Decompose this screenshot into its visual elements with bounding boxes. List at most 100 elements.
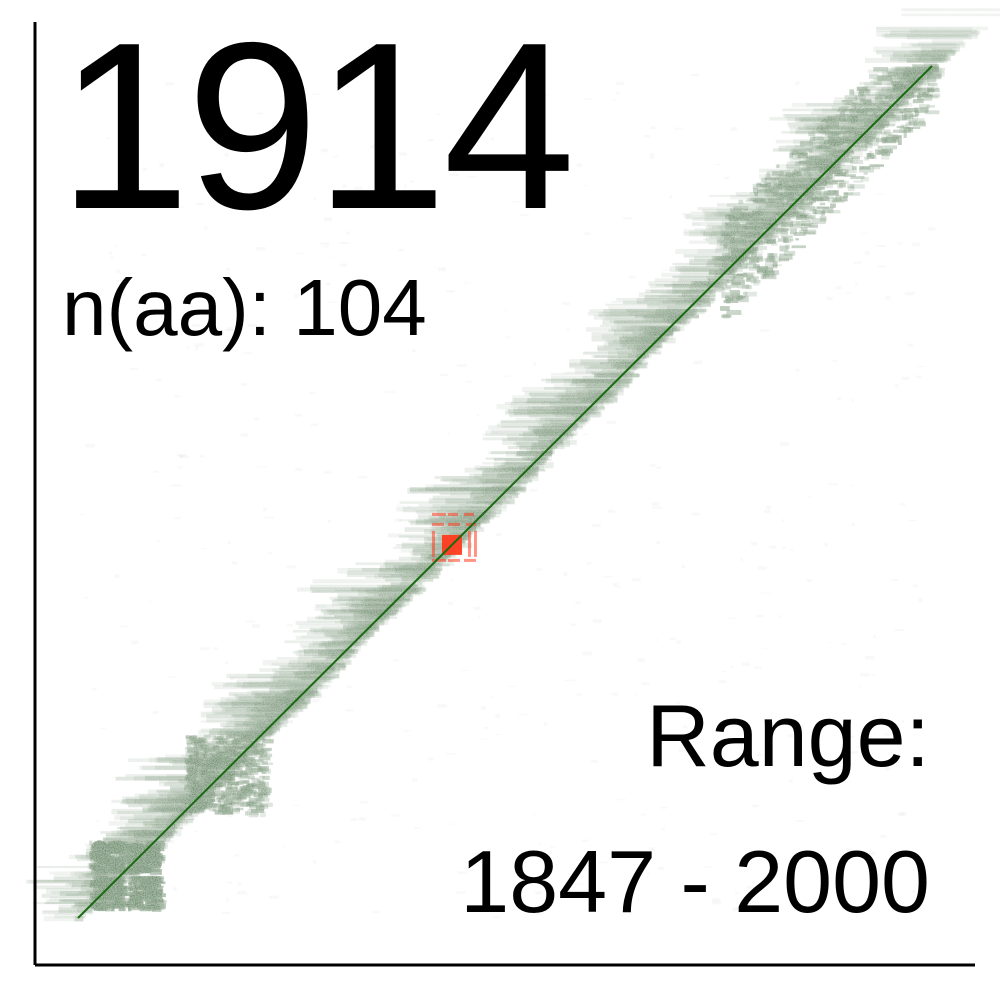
heatmap-cell bbox=[903, 132, 907, 139]
heatmap-cell bbox=[149, 601, 153, 603]
heatmap-cell bbox=[757, 189, 772, 193]
heatmap-cell bbox=[849, 159, 864, 165]
heatmap-cell bbox=[224, 152, 229, 157]
heatmap-cell bbox=[651, 502, 660, 506]
heatmap-cell bbox=[779, 253, 793, 260]
heatmap-cell bbox=[166, 826, 175, 830]
heatmap-cell bbox=[795, 81, 800, 86]
heatmap-cell bbox=[855, 283, 858, 287]
heatmap-cell bbox=[717, 203, 810, 207]
heatmap-cell bbox=[837, 396, 841, 401]
heatmap-cell bbox=[795, 820, 805, 822]
heatmap-cell bbox=[864, 655, 875, 660]
heatmap-cell bbox=[354, 186, 363, 190]
heatmap-cell bbox=[657, 567, 661, 569]
heatmap-cell bbox=[97, 863, 107, 869]
heatmap-cell bbox=[209, 787, 221, 793]
heatmap-cell bbox=[649, 155, 655, 159]
heatmap-cell bbox=[439, 373, 449, 377]
heatmap-cell bbox=[730, 665, 734, 668]
heatmap-cell bbox=[822, 127, 830, 133]
heatmap-cell bbox=[927, 89, 935, 92]
heatmap-cell bbox=[795, 368, 800, 372]
heatmap-cell bbox=[894, 82, 904, 87]
heatmap-cell bbox=[254, 743, 266, 747]
heatmap-cell bbox=[778, 173, 787, 176]
heatmap-cell bbox=[669, 637, 676, 640]
heatmap-cell bbox=[248, 797, 262, 803]
heatmap-cell bbox=[755, 215, 769, 221]
heatmap-cell bbox=[764, 178, 777, 185]
heatmap-cell bbox=[544, 722, 548, 726]
heatmap-cell bbox=[243, 352, 253, 354]
heatmap-cell bbox=[815, 162, 825, 165]
heatmap-cell bbox=[213, 647, 219, 650]
heatmap-cell bbox=[332, 640, 358, 644]
heatmap-cell bbox=[489, 695, 493, 698]
heatmap-cell bbox=[119, 897, 130, 904]
heatmap-cell bbox=[170, 839, 175, 844]
heatmap-cell bbox=[819, 119, 896, 126]
heatmap-cell bbox=[410, 180, 415, 183]
heatmap-cell bbox=[132, 882, 144, 885]
heatmap-cell bbox=[102, 841, 107, 845]
heatmap-cell bbox=[721, 292, 730, 298]
heatmap-cell bbox=[191, 780, 196, 786]
heatmap-cell bbox=[354, 604, 399, 610]
heatmap-cell bbox=[897, 77, 906, 80]
heatmap-cell bbox=[721, 671, 727, 673]
heatmap-cell bbox=[785, 164, 801, 169]
heatmap-cell bbox=[251, 809, 264, 813]
heatmap-cell bbox=[777, 205, 786, 212]
heatmap-cell bbox=[643, 135, 650, 138]
heatmap-cell bbox=[912, 64, 937, 70]
heatmap-cell bbox=[841, 119, 852, 123]
heatmap-cell bbox=[469, 517, 490, 524]
heatmap-cell bbox=[613, 361, 643, 367]
heatmap-cell bbox=[911, 890, 917, 893]
heatmap-cell bbox=[735, 226, 739, 231]
heatmap-cell bbox=[770, 188, 776, 193]
heatmap-cell bbox=[920, 106, 929, 112]
heatmap-cell bbox=[155, 900, 167, 904]
heatmap-cell bbox=[751, 256, 764, 262]
heatmap-cell bbox=[828, 193, 834, 200]
heatmap-cell bbox=[196, 202, 205, 205]
heatmap-cell bbox=[96, 820, 100, 823]
heatmap-cell bbox=[805, 216, 815, 220]
heatmap-cell bbox=[195, 739, 209, 743]
heatmap-cell bbox=[263, 507, 267, 512]
heatmap-cell bbox=[828, 642, 832, 644]
heatmap-cell bbox=[791, 150, 805, 156]
heatmap-cell bbox=[393, 659, 399, 662]
heatmap-cell bbox=[327, 665, 346, 671]
heatmap-cell bbox=[811, 218, 826, 224]
heatmap-cell bbox=[797, 192, 808, 195]
heatmap-cell bbox=[94, 851, 103, 857]
heatmap-cell bbox=[353, 618, 384, 621]
heatmap-cell bbox=[312, 859, 317, 864]
heatmap-cell bbox=[849, 484, 854, 486]
heatmap-cell bbox=[237, 890, 247, 895]
heatmap-cell bbox=[783, 237, 789, 244]
heatmap-cell bbox=[511, 467, 531, 474]
heatmap-cell bbox=[772, 192, 777, 195]
heatmap-cell bbox=[894, 628, 905, 631]
heatmap-cell bbox=[741, 662, 750, 666]
heatmap-cell bbox=[680, 270, 731, 275]
heatmap-cell bbox=[259, 775, 265, 779]
heatmap-cell bbox=[239, 779, 250, 784]
heatmap-cell bbox=[661, 827, 665, 831]
heatmap-cell bbox=[853, 169, 857, 174]
heatmap-cell bbox=[235, 744, 239, 750]
heatmap-cell bbox=[226, 769, 236, 776]
heatmap-cell bbox=[347, 685, 352, 689]
heatmap-cell bbox=[765, 756, 768, 759]
heatmap-cell bbox=[157, 790, 211, 794]
heatmap-cell bbox=[764, 264, 778, 269]
heatmap-cell bbox=[147, 886, 153, 892]
heatmap-cell bbox=[127, 906, 132, 912]
heatmap-cell bbox=[901, 8, 1000, 12]
heatmap-cell bbox=[654, 639, 658, 641]
heatmap-cell bbox=[323, 471, 332, 474]
